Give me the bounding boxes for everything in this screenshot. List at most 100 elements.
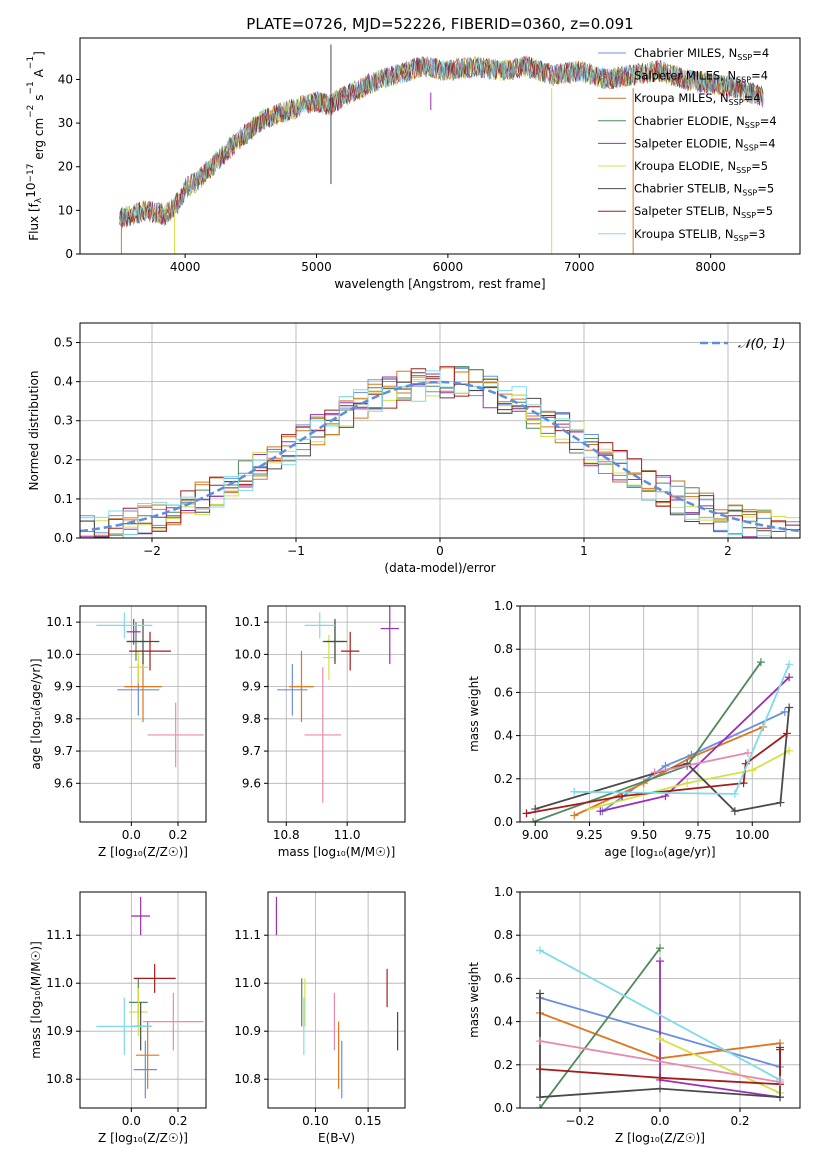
y-label-part: ] bbox=[32, 51, 46, 56]
weight-marker bbox=[756, 658, 765, 667]
legend-label: Chabrier MILES, NSSP=4 bbox=[634, 46, 769, 62]
legend-count: =4 bbox=[744, 91, 761, 105]
x-tick-label: 0.0 bbox=[122, 1114, 141, 1128]
y-label-part: −2 bbox=[26, 105, 36, 118]
weight-marker bbox=[785, 746, 794, 755]
plot-content bbox=[96, 896, 204, 1099]
x-tick-label: 9.50 bbox=[630, 828, 657, 842]
y-tick-label: 10 bbox=[58, 203, 73, 217]
x-tick-label: 0.2 bbox=[168, 1114, 187, 1128]
legend-label: Kroupa MILES, NSSP=4 bbox=[634, 91, 760, 107]
y-tick-label: 0.2 bbox=[494, 772, 513, 786]
weight-line-1 bbox=[573, 726, 764, 817]
y-tick-label: 0.0 bbox=[494, 815, 513, 829]
legend-count: =4 bbox=[760, 114, 777, 128]
y-tick-label: 10.1 bbox=[234, 615, 261, 629]
y-tick-label: 10.8 bbox=[234, 1072, 261, 1086]
x-tick-label: −0.2 bbox=[565, 1114, 594, 1128]
weight-line-6 bbox=[539, 1049, 781, 1086]
weight-marker bbox=[536, 1037, 544, 1046]
y-tick-label: 11.0 bbox=[234, 976, 261, 990]
y-tick-label: 1.0 bbox=[494, 599, 513, 613]
legend-label: Kroupa STELIB, NSSP=3 bbox=[634, 227, 765, 243]
plot-content bbox=[119, 44, 764, 254]
x-tick-label: 10.00 bbox=[735, 828, 769, 842]
legend-count: =5 bbox=[757, 182, 774, 196]
y-tick-label: 0.8 bbox=[494, 928, 513, 942]
x-tick-label: 5000 bbox=[301, 260, 332, 274]
x-tick-label: −2 bbox=[143, 544, 161, 558]
y-tick-label: 10.8 bbox=[46, 1072, 73, 1086]
y-label-part: Flux [f bbox=[27, 202, 41, 240]
legend-model-name: Salpeter MILES, N bbox=[634, 69, 736, 83]
weight-marker bbox=[536, 1065, 544, 1074]
weight-line-2 bbox=[539, 947, 661, 1108]
x-tick-label: 0.0 bbox=[122, 828, 141, 842]
weight-line-7 bbox=[539, 949, 781, 1081]
x-tick-label: 1 bbox=[580, 544, 588, 558]
legend-subscript: SSP bbox=[737, 53, 752, 62]
x-tick-label: 9.75 bbox=[685, 828, 712, 842]
plot-content bbox=[96, 612, 204, 768]
x-tick-label: 10.8 bbox=[273, 828, 300, 842]
weight-marker bbox=[585, 805, 594, 814]
age-vs-mass-panel: 10.8 11.0 9.6 9.7 9.8 9.9 10.0 10.1 mass [log₁₀(… bbox=[234, 605, 406, 859]
weight-marker bbox=[536, 989, 544, 998]
spectrum-line-8 bbox=[119, 57, 764, 226]
weight-marker bbox=[748, 766, 757, 775]
x-tick-label: 0.0 bbox=[650, 1114, 669, 1128]
weight-marker bbox=[782, 729, 791, 738]
y-tick-label: 10.9 bbox=[234, 1024, 261, 1038]
weight-marker bbox=[743, 748, 752, 757]
axes-frame bbox=[267, 605, 406, 823]
spectrum-panel: 4000 5000 6000 7000 8000 0 10 20 30 40 wavelength … bbox=[24, 37, 801, 291]
y-tick-label: 0.1 bbox=[54, 492, 73, 506]
y-tick-label: 9.9 bbox=[54, 680, 73, 694]
x-tick-label: 2 bbox=[724, 544, 732, 558]
weight-line-8 bbox=[654, 752, 749, 774]
legend-subscript: SSP bbox=[744, 143, 759, 152]
y-tick-label: 0.2 bbox=[494, 1058, 513, 1072]
y-tick-label: 11.1 bbox=[234, 928, 261, 942]
y-label-part: −1 bbox=[26, 56, 36, 69]
y-axis-label: mass weight bbox=[467, 676, 481, 752]
weight-marker bbox=[522, 809, 531, 818]
legend-subscript: SSP bbox=[742, 189, 757, 198]
legend-count: =4 bbox=[751, 69, 768, 83]
x-tick-label: 9.00 bbox=[522, 828, 549, 842]
plot-content bbox=[277, 606, 399, 803]
x-axis-label: wavelength [Angstrom, rest frame] bbox=[334, 277, 545, 291]
y-axis-label: Flux [fλ10−17 erg cm−2 s−1 A−1] bbox=[24, 51, 46, 241]
figure-title: PLATE=0726, MJD=52226, FIBERID=0360, z=0… bbox=[246, 15, 633, 33]
y-label-part: −17 bbox=[26, 164, 36, 183]
legend-model-name: Salpeter ELODIE, N bbox=[634, 136, 744, 150]
legend-label: Salpeter ELODIE, NSSP=4 bbox=[634, 136, 776, 152]
weight-marker bbox=[650, 768, 659, 777]
y-label-part: 10 bbox=[24, 183, 38, 198]
weight-marker bbox=[776, 1045, 784, 1054]
plot-root: 4000 5000 6000 7000 8000010203040wavelength … bbox=[24, 37, 801, 1145]
y-tick-label: 10.1 bbox=[46, 615, 73, 629]
x-tick-label: −1 bbox=[287, 544, 305, 558]
y-tick-label: 0.6 bbox=[494, 685, 513, 699]
mass-weight-vs-age-panel: 9.00 9.25 9.50 9.75 10.00 0.0 0.2 0.4 0.6 0.8 1.0 a… bbox=[467, 599, 801, 859]
x-tick-label: 0.2 bbox=[168, 828, 187, 842]
weight-marker bbox=[785, 703, 794, 712]
legend-subscript: SSP bbox=[745, 121, 760, 130]
y-tick-label: 0 bbox=[65, 247, 73, 261]
y-tick-label: 0.6 bbox=[494, 971, 513, 985]
y-tick-label: 10.9 bbox=[46, 1024, 73, 1038]
weight-marker bbox=[570, 787, 579, 796]
y-tick-label: 9.7 bbox=[242, 744, 261, 758]
legend-model-name: Kroupa STELIB, N bbox=[634, 227, 734, 241]
weight-marker bbox=[730, 807, 739, 816]
y-tick-label: 11.1 bbox=[46, 928, 73, 942]
x-tick-label: 0.10 bbox=[302, 1114, 329, 1128]
x-tick-label: 7000 bbox=[564, 260, 595, 274]
histogram-step-8 bbox=[80, 370, 800, 538]
y-axis-label: mass weight bbox=[467, 962, 481, 1038]
legend-label: Salpeter STELIB, NSSP=5 bbox=[634, 204, 773, 220]
legend-model-name: Kroupa ELODIE, N bbox=[634, 159, 736, 173]
weight-marker bbox=[780, 707, 789, 716]
gaussian-curve bbox=[80, 380, 800, 533]
